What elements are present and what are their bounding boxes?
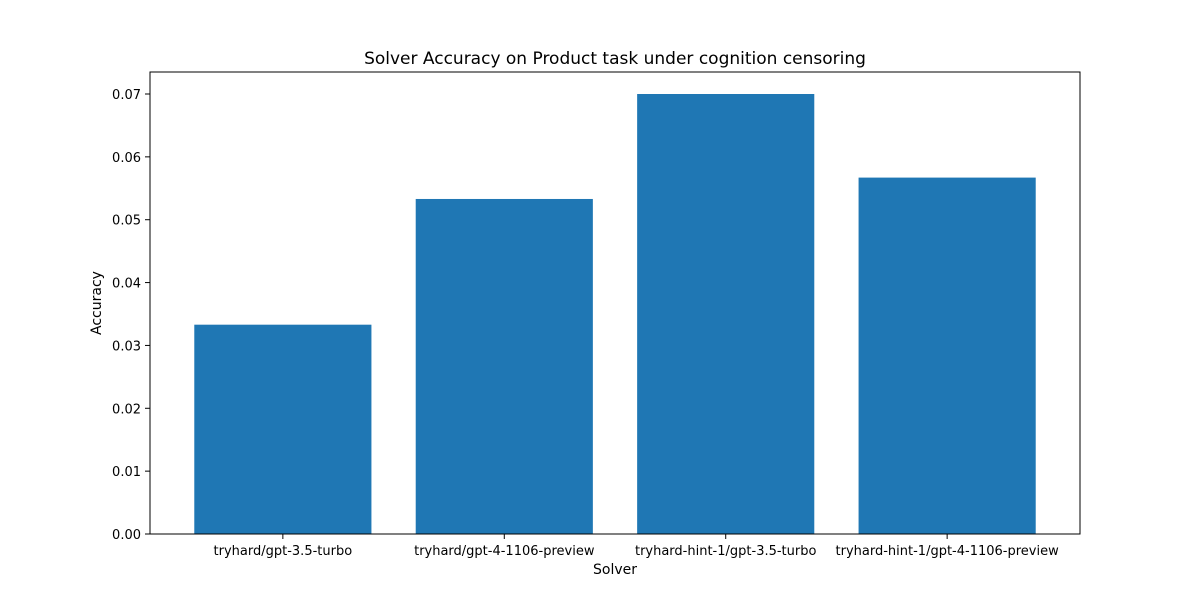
y-tick-label: 0.04 (112, 277, 141, 292)
plot-frame (149, 71, 1081, 535)
y-tick-label: 0.00 (112, 528, 141, 543)
y-tick-label: 0.07 (112, 88, 141, 103)
x-axis-title: Solver (593, 562, 637, 578)
bar-1 (415, 198, 593, 534)
x-axis-ticks: tryhard/gpt-3.5-turbo tryhard/gpt-4-1106-… (214, 534, 1060, 559)
y-axis-ticks: 0.00 0.01 0.02 0.03 0.04 0.05 0.06 0.07 (112, 88, 150, 543)
x-tick-label: tryhard/gpt-3.5-turbo (214, 544, 353, 559)
bar-3 (858, 177, 1036, 534)
y-tick-label: 0.01 (112, 465, 141, 480)
y-tick-label: 0.03 (112, 339, 141, 354)
y-tick-label: 0.02 (112, 402, 141, 417)
x-tick-label: tryhard/gpt-4-1106-preview (414, 544, 595, 559)
x-tick-label: tryhard-hint-1/gpt-3.5-turbo (635, 544, 817, 559)
bar-0 (194, 324, 372, 534)
bars-group (194, 94, 1036, 534)
y-axis-title: Accuracy (89, 271, 105, 335)
y-tick-label: 0.06 (112, 151, 141, 166)
x-tick-label: tryhard-hint-1/gpt-4-1106-preview (836, 544, 1060, 559)
bar-2 (637, 94, 815, 534)
y-tick-label: 0.05 (112, 214, 141, 229)
chart-title: Solver Accuracy on Product task under co… (364, 49, 866, 69)
